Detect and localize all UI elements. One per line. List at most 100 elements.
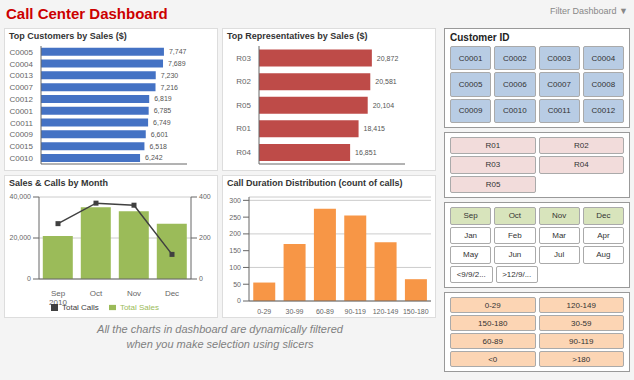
html-text:Total Calls: Total Calls xyxy=(62,303,99,312)
svg-text:C0012: C0012 xyxy=(9,95,33,104)
svg-text:7,689: 7,689 xyxy=(168,60,186,67)
html-text:<0: <0 xyxy=(488,354,498,364)
html-text:Call Center Dashboard: Call Center Dashboard xyxy=(6,5,168,22)
html-text:Filter Dashboard ▼: Filter Dashboard ▼ xyxy=(550,6,628,16)
svg-text:400: 400 xyxy=(199,193,211,200)
html-text:R05: R05 xyxy=(485,179,501,189)
svg-text:C0009: C0009 xyxy=(9,130,33,139)
svg-text:R04: R04 xyxy=(236,148,251,157)
html-text:All the charts in dashboard ar: All the charts in dashboard are dynamica… xyxy=(97,323,343,335)
html-text:<9/9/2...: <9/9/2... xyxy=(456,269,486,279)
html-text:Mar: Mar xyxy=(552,230,566,240)
svg-text:150-180: 150-180 xyxy=(403,308,429,315)
html-text:120-149: 120-149 xyxy=(566,300,596,310)
svg-text:6,242: 6,242 xyxy=(145,154,163,161)
svg-text:C0011: C0011 xyxy=(10,119,34,128)
svg-text:16,851: 16,851 xyxy=(355,149,377,156)
svg-text:200: 200 xyxy=(229,230,241,237)
svg-text:Sep2010: Sep2010 xyxy=(49,289,67,307)
html-text:Jan: Jan xyxy=(464,230,478,240)
svg-text:200: 200 xyxy=(199,234,211,241)
svg-text:6,819: 6,819 xyxy=(154,95,172,102)
html-text:30-59: 30-59 xyxy=(571,318,592,328)
html-text:C0011: C0011 xyxy=(547,106,571,116)
svg-text:0: 0 xyxy=(199,275,203,282)
svg-text:300: 300 xyxy=(229,197,241,204)
html-text:C0002: C0002 xyxy=(503,53,527,63)
html-text:C0012: C0012 xyxy=(591,106,616,116)
html-text:C0005: C0005 xyxy=(458,80,483,89)
html-text:Sales & Calls by Month: Sales & Calls by Month xyxy=(9,178,108,188)
html-text:R01: R01 xyxy=(485,141,501,151)
svg-text:C0013: C0013 xyxy=(9,71,33,80)
svg-text:18,415: 18,415 xyxy=(364,125,386,132)
html-text:Apr: Apr xyxy=(597,230,610,240)
svg-text:90-119: 90-119 xyxy=(345,308,366,315)
svg-text:R01: R01 xyxy=(236,124,251,133)
html-text:Total Sales: Total Sales xyxy=(119,303,159,312)
html-text:150-180: 150-180 xyxy=(478,318,508,328)
svg-text:120-149: 120-149 xyxy=(373,308,399,315)
svg-text:Oct: Oct xyxy=(90,289,103,298)
html-text:Nov: Nov xyxy=(552,211,567,221)
html-text:Feb: Feb xyxy=(508,230,522,240)
svg-text:20,104: 20,104 xyxy=(373,102,395,109)
svg-text:C0010: C0010 xyxy=(9,154,33,163)
svg-text:C0015: C0015 xyxy=(9,142,33,151)
svg-text:6,518: 6,518 xyxy=(149,143,167,150)
html-text:Sep: Sep xyxy=(463,211,478,221)
svg-text:Dec: Dec xyxy=(165,289,179,298)
svg-text:50: 50 xyxy=(233,281,241,288)
html-text:C0010: C0010 xyxy=(503,106,527,116)
svg-text:0: 0 xyxy=(237,297,241,304)
html-text:Aug: Aug xyxy=(596,250,611,260)
html-text:90-119: 90-119 xyxy=(569,336,594,346)
html-text:60-89: 60-89 xyxy=(482,336,503,346)
svg-text:150: 150 xyxy=(229,247,241,254)
svg-text:20,000: 20,000 xyxy=(10,234,32,241)
html-text:R04: R04 xyxy=(573,160,589,170)
html-text:Dec: Dec xyxy=(596,211,611,221)
svg-text:7,747: 7,747 xyxy=(169,48,187,55)
svg-text:40,000: 40,000 xyxy=(10,193,32,200)
html-text:C0003: C0003 xyxy=(547,53,571,63)
svg-text:C0001: C0001 xyxy=(9,107,33,116)
svg-text:7,216: 7,216 xyxy=(161,84,179,91)
html-text:Jun: Jun xyxy=(508,250,522,260)
html-text:R03: R03 xyxy=(485,160,501,170)
html-text:C0004: C0004 xyxy=(591,53,616,63)
html-text:Call Duration Distribution (co: Call Duration Distribution (count of cal… xyxy=(227,178,403,188)
svg-text:R02: R02 xyxy=(236,77,251,86)
html-text:Top Representatives by Sales (: Top Representatives by Sales ($) xyxy=(227,31,368,41)
svg-text:7,230: 7,230 xyxy=(161,72,179,79)
html-text:Jul: Jul xyxy=(554,250,565,260)
svg-text:60-89: 60-89 xyxy=(316,308,334,315)
html-text:C0009: C0009 xyxy=(458,106,483,116)
svg-text:100: 100 xyxy=(229,264,241,271)
html-text:>180: >180 xyxy=(572,354,591,364)
svg-text:C0004: C0004 xyxy=(9,60,33,69)
html-text:R02: R02 xyxy=(573,141,589,151)
svg-text:C0005: C0005 xyxy=(9,48,33,57)
html-text:Oct: Oct xyxy=(508,211,522,221)
svg-text:0-29: 0-29 xyxy=(257,308,271,315)
html-text:C0001: C0001 xyxy=(458,53,483,63)
html-text:>12/9/...: >12/9/... xyxy=(502,269,532,279)
html-text:May: May xyxy=(463,250,479,260)
svg-text:6,749: 6,749 xyxy=(153,119,171,126)
svg-text:6,601: 6,601 xyxy=(151,131,169,138)
svg-text:20,581: 20,581 xyxy=(375,78,397,85)
html-text:Customer ID: Customer ID xyxy=(450,32,510,43)
svg-text:C0007: C0007 xyxy=(9,83,33,92)
svg-text:250: 250 xyxy=(229,214,241,221)
html-text:when you make selection using: when you make selection using slicers xyxy=(126,338,314,350)
svg-text:6,785: 6,785 xyxy=(154,107,172,114)
svg-text:0: 0 xyxy=(27,275,31,282)
html-text:0-29: 0-29 xyxy=(484,300,501,310)
html-text:Top Customers by Sales ($): Top Customers by Sales ($) xyxy=(9,31,127,41)
svg-text:30-99: 30-99 xyxy=(286,308,304,315)
svg-text:R05: R05 xyxy=(236,101,251,110)
svg-text:Nov: Nov xyxy=(127,289,141,298)
svg-text:R03: R03 xyxy=(236,54,251,63)
svg-text:20,872: 20,872 xyxy=(377,55,399,62)
